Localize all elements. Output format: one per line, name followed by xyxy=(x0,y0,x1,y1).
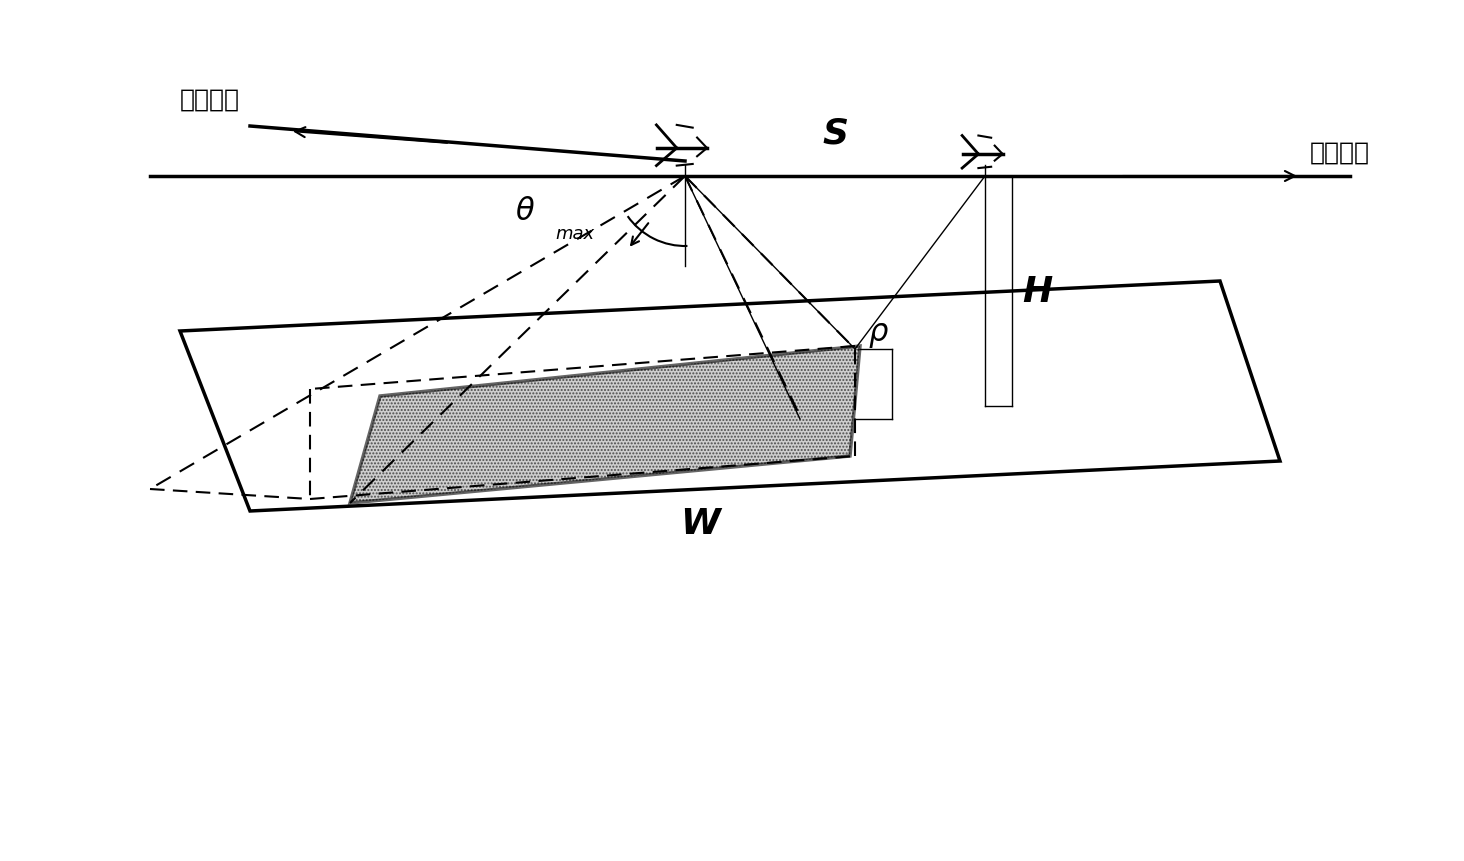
Polygon shape xyxy=(180,282,1280,511)
Text: max: max xyxy=(555,225,594,243)
Text: $\theta$: $\theta$ xyxy=(515,197,534,226)
Text: S: S xyxy=(821,116,848,150)
Text: $\rho$: $\rho$ xyxy=(868,321,889,350)
Text: W: W xyxy=(681,506,720,541)
Text: 扫描方向: 扫描方向 xyxy=(180,88,240,112)
Text: 飞行方向: 飞行方向 xyxy=(1310,141,1370,164)
Polygon shape xyxy=(350,347,859,504)
Text: H: H xyxy=(1022,275,1053,308)
